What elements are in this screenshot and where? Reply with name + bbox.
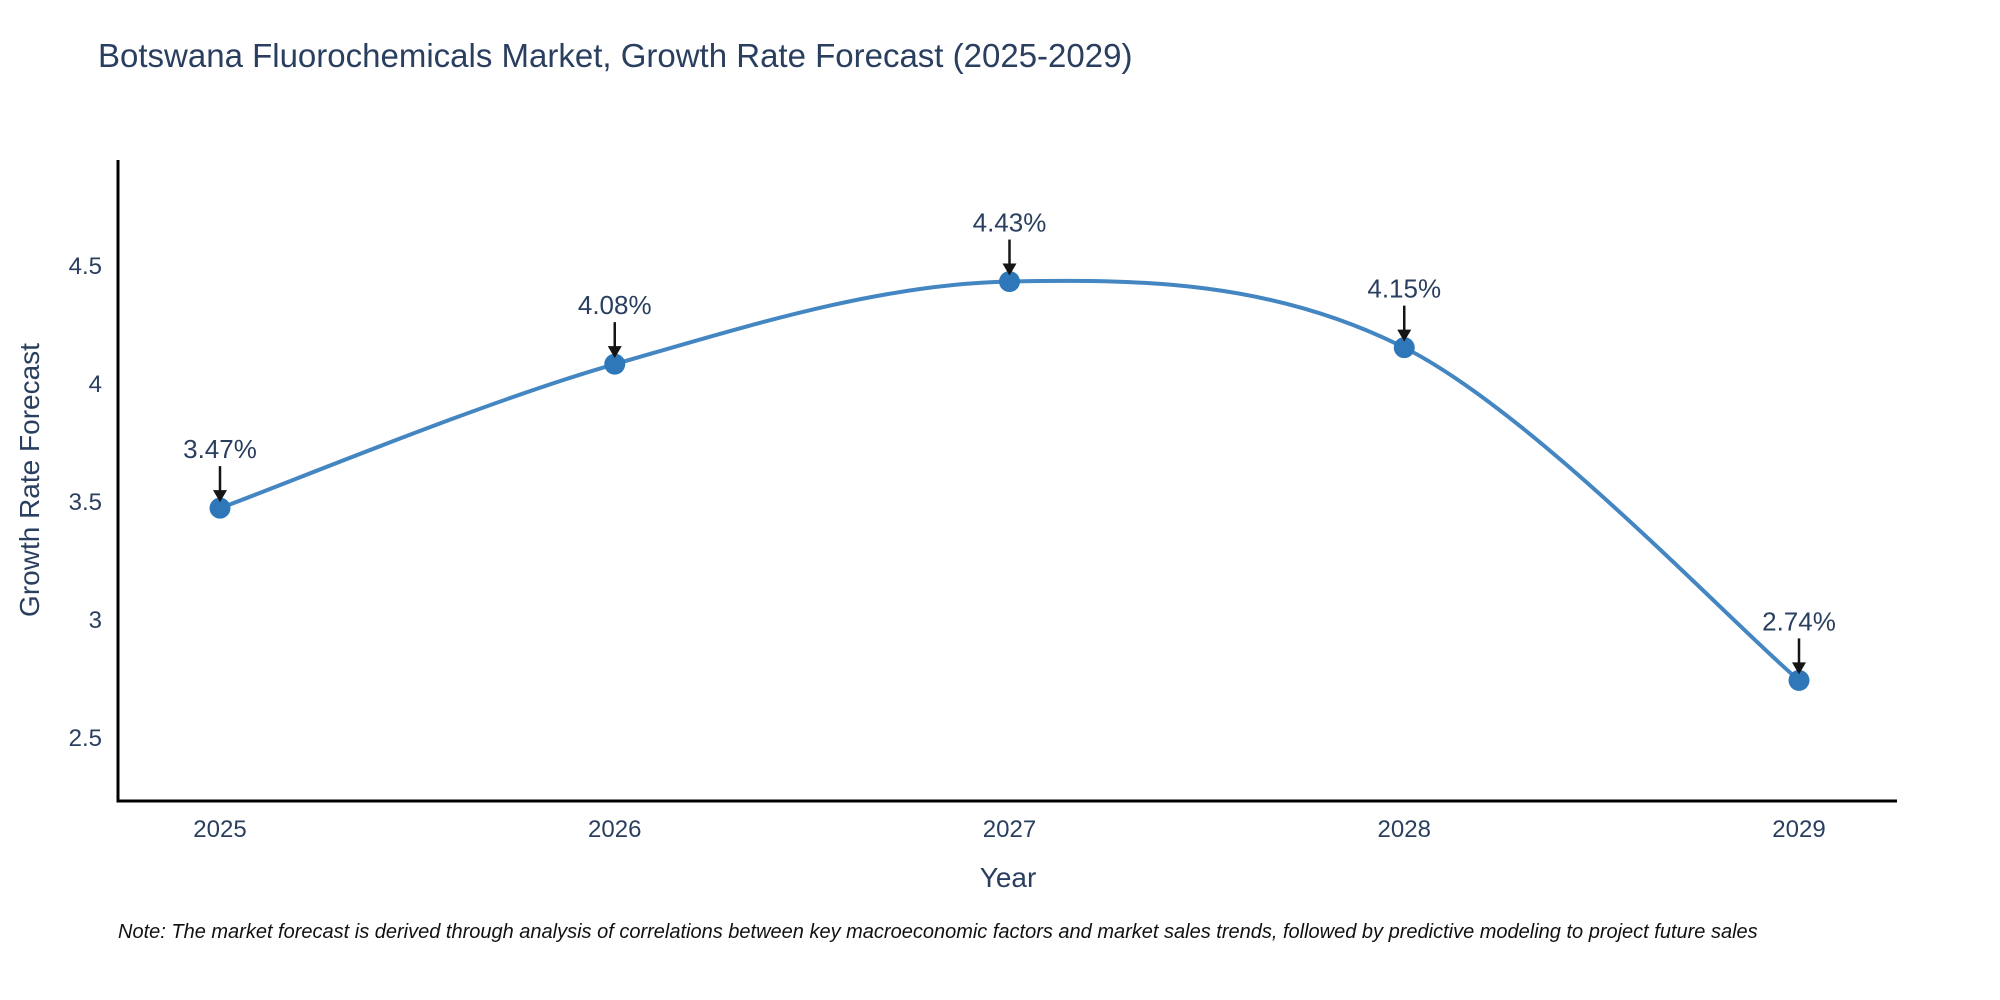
annotation-arrowhead — [1397, 329, 1412, 342]
annotation-label: 2.74% — [1762, 606, 1836, 636]
annotation-arrowhead — [1002, 263, 1017, 276]
y-tick-label: 2.5 — [69, 725, 102, 752]
x-tick-label: 2029 — [1772, 816, 1825, 843]
annotation-label: 3.47% — [183, 434, 257, 464]
annotation-arrowhead — [213, 490, 227, 503]
footnote: Note: The market forecast is derived thr… — [118, 921, 1758, 943]
x-tick-label: 2027 — [983, 816, 1036, 843]
data-point-marker[interactable] — [1393, 337, 1415, 359]
x-tick-label: 2025 — [193, 816, 246, 843]
data-point-marker[interactable] — [1788, 669, 1810, 691]
trend-line — [218, 278, 1801, 683]
y-tick-label: 4 — [89, 371, 102, 398]
y-tick-label: 4.5 — [69, 253, 102, 280]
data-point-marker[interactable] — [999, 271, 1020, 293]
data-point-marker[interactable] — [604, 353, 626, 375]
y-tick-label: 3 — [89, 607, 102, 634]
annotation-arrowhead — [1792, 662, 1806, 675]
annotation-label: 4.43% — [973, 208, 1047, 238]
annotation-label: 4.15% — [1367, 274, 1441, 304]
data-point-marker[interactable] — [209, 497, 231, 519]
chart-title: Botswana Fluorochemicals Market, Growth … — [98, 37, 1133, 74]
annotation-label: 4.08% — [578, 290, 652, 320]
y-tick-label: 3.5 — [69, 489, 102, 516]
x-axis-title: Year — [979, 862, 1037, 893]
x-tick-label: 2028 — [1378, 816, 1431, 843]
x-tick-label: 2026 — [588, 816, 641, 843]
annotation-arrowhead — [607, 346, 622, 359]
